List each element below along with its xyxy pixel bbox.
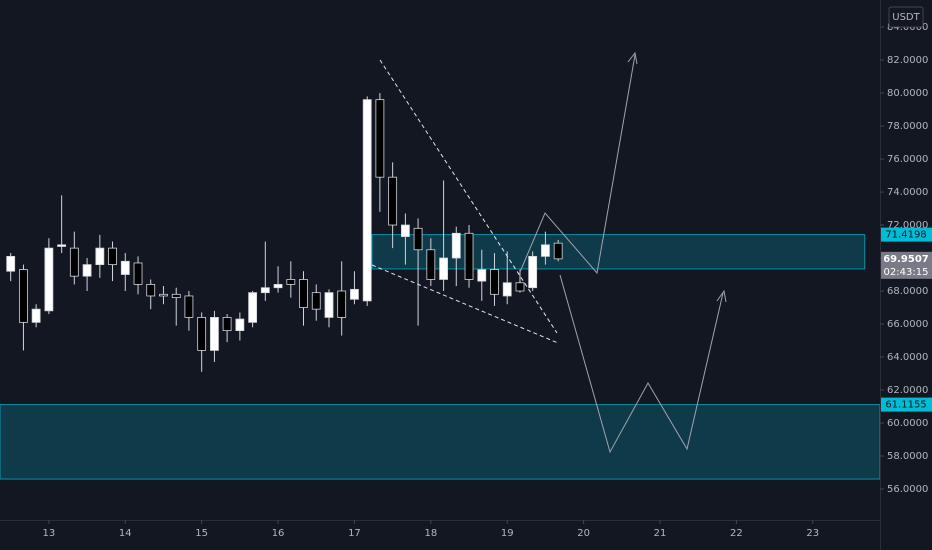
candle-body [82,264,92,277]
y-tick-label: 78.0000 [887,121,928,132]
candle-body [502,282,512,297]
candle-body [19,269,28,323]
x-tick-label: 22 [730,528,743,539]
candle-body [133,262,143,285]
candle-body [337,290,347,318]
candle-body [248,292,258,323]
y-tick-label: 58.0000 [887,451,928,462]
y-tick-label: 64.0000 [887,352,928,363]
current-price-box [881,251,932,279]
candle-body [286,279,296,285]
candle-body [375,99,385,178]
x-tick-label: 23 [806,528,819,539]
x-tick-label: 13 [43,528,56,539]
candle-body [362,99,372,302]
x-tick-label: 20 [577,528,590,539]
candle-body [69,247,79,277]
candle-body [426,249,436,280]
candle-body [6,255,16,272]
candle-body [299,279,308,308]
x-tick-label: 19 [501,528,514,539]
candle-body [553,242,563,260]
candle-body [159,293,168,297]
candle-body [515,282,525,292]
y-tick-label: 68.0000 [887,286,928,297]
y-tick-label: 72.0000 [887,220,928,231]
triangle-pattern [371,59,559,344]
x-tick-label: 18 [424,528,437,539]
candle-body [171,293,181,299]
zone-label: 71.4198 [885,230,926,241]
candle-body [44,247,54,312]
candle-body [273,284,283,289]
y-tick-label: 62.0000 [887,385,928,396]
y-tick-label: 56.0000 [887,484,928,495]
candle-body [235,318,245,332]
candle-body [388,176,398,226]
countdown: 02:43:15 [884,267,929,278]
currency: USDT [892,12,920,23]
candle-body [541,244,550,257]
zone-label-box [881,397,932,412]
projection-paths [519,51,727,454]
candle-body [31,308,41,323]
y-tick-label: 76.0000 [887,154,928,165]
y-tick-label: 60.0000 [887,418,928,429]
candle-body [222,317,232,332]
x-tick-label: 21 [654,528,667,539]
candle-body [184,295,194,318]
candle-body [477,269,487,282]
x-tick-label: 15 [195,528,208,539]
candle-body [210,317,219,351]
y-tick-label: 74.0000 [887,187,928,198]
candle-body [528,255,538,289]
x-tick-label: 14 [119,528,132,539]
zone [0,404,881,480]
candle-body [146,284,156,297]
candle-body [439,257,448,280]
zone-label-box [881,227,932,242]
candle-body [464,232,474,280]
candle-body [400,224,410,237]
candle-body [350,288,359,300]
candle-body [108,247,117,266]
y-tick-label: 82.0000 [887,55,928,66]
x-tick-label: 17 [348,528,361,539]
candle-body [451,232,461,259]
candle-body [57,244,67,247]
candle-body [260,287,270,294]
x-tick-label: 16 [272,528,285,539]
candle-body [311,292,321,310]
candle-body [120,260,130,275]
candle-body [95,247,105,266]
candle-body [490,269,499,295]
candle-body [324,292,334,318]
y-tick-label: 80.0000 [887,88,928,99]
y-tick-label: 84.0000 [887,22,928,33]
current-price: 69.9507 [883,254,929,265]
zone-label: 61.1155 [885,400,926,411]
candle-body [413,227,423,251]
y-tick-label: 66.0000 [887,319,928,330]
currency-box[interactable] [888,6,924,28]
candle-body [197,317,207,351]
